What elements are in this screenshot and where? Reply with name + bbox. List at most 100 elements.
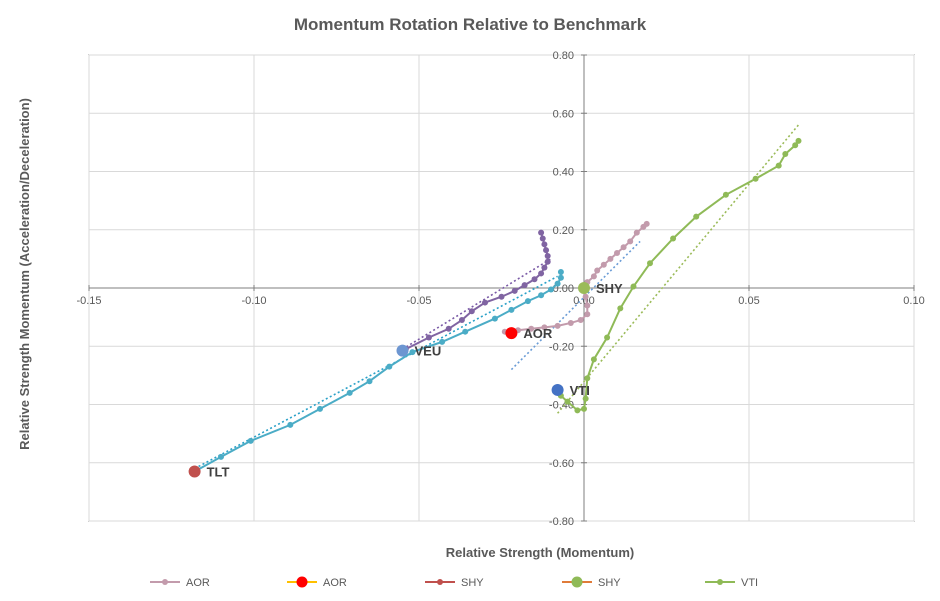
data-point (544, 258, 551, 265)
data-point (498, 293, 505, 300)
trendline-shy (402, 258, 552, 350)
data-point (584, 302, 591, 309)
data-point (582, 395, 589, 402)
x-tick-label: -0.10 (241, 295, 266, 307)
legend: AOR AOR SHY SHY VTI (150, 576, 758, 589)
legend-label: SHY (598, 577, 621, 589)
current-point-shy (578, 282, 590, 294)
y-tick-label: -0.20 (549, 341, 574, 353)
data-point (630, 283, 637, 290)
data-point (670, 235, 677, 242)
point-label: AOR (523, 326, 553, 341)
legend-label: VTI (741, 577, 758, 589)
y-tick-label: 0.40 (553, 167, 574, 179)
x-tick-label: 0.10 (903, 295, 924, 307)
data-point (600, 261, 607, 268)
data-point (541, 241, 548, 248)
data-point (574, 407, 581, 414)
data-point (620, 244, 627, 251)
legend-marker (571, 576, 583, 588)
legend-item: SHY (562, 576, 621, 589)
x-tick-label: -0.05 (406, 295, 431, 307)
data-point (554, 322, 561, 329)
data-point (557, 268, 564, 275)
data-point (409, 349, 416, 356)
data-point (548, 286, 554, 293)
data-point (287, 421, 294, 428)
data-point (524, 298, 531, 305)
data-point (366, 378, 373, 385)
data-point (581, 405, 587, 412)
data-point (584, 375, 591, 382)
legend-marker (437, 579, 443, 585)
data-point (775, 162, 782, 169)
point-label: VEU (415, 344, 442, 359)
data-point (541, 324, 548, 331)
data-point (752, 175, 759, 182)
series (191, 137, 802, 475)
trendline-tlt (194, 275, 558, 470)
legend-label: SHY (461, 577, 484, 589)
data-point (795, 137, 802, 144)
data-point (557, 274, 564, 281)
point-label: VTI (570, 383, 590, 398)
legend-marker (717, 579, 723, 585)
legend-item: AOR (150, 577, 210, 589)
y-tick-label: 0.20 (553, 225, 574, 237)
data-point (544, 252, 551, 259)
data-point (554, 280, 561, 287)
data-point (792, 142, 799, 149)
legend-item: SHY (425, 577, 484, 589)
data-point (582, 293, 589, 300)
data-point (614, 250, 620, 257)
point-label: TLT (207, 464, 230, 479)
current-points: SHY AOR VEU VTI TLT (188, 281, 623, 479)
data-point (647, 260, 653, 267)
data-point (346, 389, 353, 396)
data-point (607, 255, 614, 262)
current-point-veu (396, 344, 409, 357)
data-point (590, 273, 597, 280)
trendlines (194, 124, 800, 470)
legend-label: AOR (323, 577, 347, 589)
data-point (218, 453, 224, 460)
data-point (538, 270, 545, 277)
data-point (640, 223, 647, 230)
current-point-vti (551, 383, 564, 396)
x-axis-ticks: -0.15 -0.10 -0.05 0.00 0.05 0.10 (76, 295, 924, 307)
data-point (425, 334, 432, 341)
x-axis-title: Relative Strength (Momentum) (446, 545, 635, 560)
x-tick-label: 0.05 (738, 295, 759, 307)
data-point (521, 282, 528, 289)
data-point (458, 317, 465, 324)
data-point (468, 308, 475, 315)
legend-marker (162, 579, 168, 585)
data-point (590, 356, 597, 363)
x-tick-label: -0.15 (76, 295, 101, 307)
data-point (511, 287, 518, 294)
data-point (577, 317, 584, 324)
data-point (564, 398, 571, 405)
data-point (604, 334, 611, 341)
data-point (594, 267, 601, 274)
data-point (508, 306, 515, 313)
data-point (439, 338, 446, 345)
data-point (386, 363, 393, 370)
y-axis-ticks: 0.800.600.400.200.00-0.20-0.40-0.60-0.80 (549, 50, 574, 528)
point-label: SHY (596, 281, 623, 296)
trendline-aor (510, 240, 641, 371)
data-point (462, 328, 469, 335)
series-tlt (191, 268, 564, 475)
y-tick-label: 0.80 (553, 50, 574, 62)
y-tick-label: 0.60 (553, 108, 574, 120)
data-point (247, 437, 254, 444)
grid (88, 54, 915, 522)
data-point (317, 405, 323, 412)
chart-title: Momentum Rotation Relative to Benchmark (294, 15, 647, 34)
y-tick-label: -0.80 (549, 516, 574, 528)
data-point (584, 311, 591, 318)
legend-marker (296, 576, 308, 588)
data-point (531, 276, 538, 283)
data-point (482, 299, 488, 306)
